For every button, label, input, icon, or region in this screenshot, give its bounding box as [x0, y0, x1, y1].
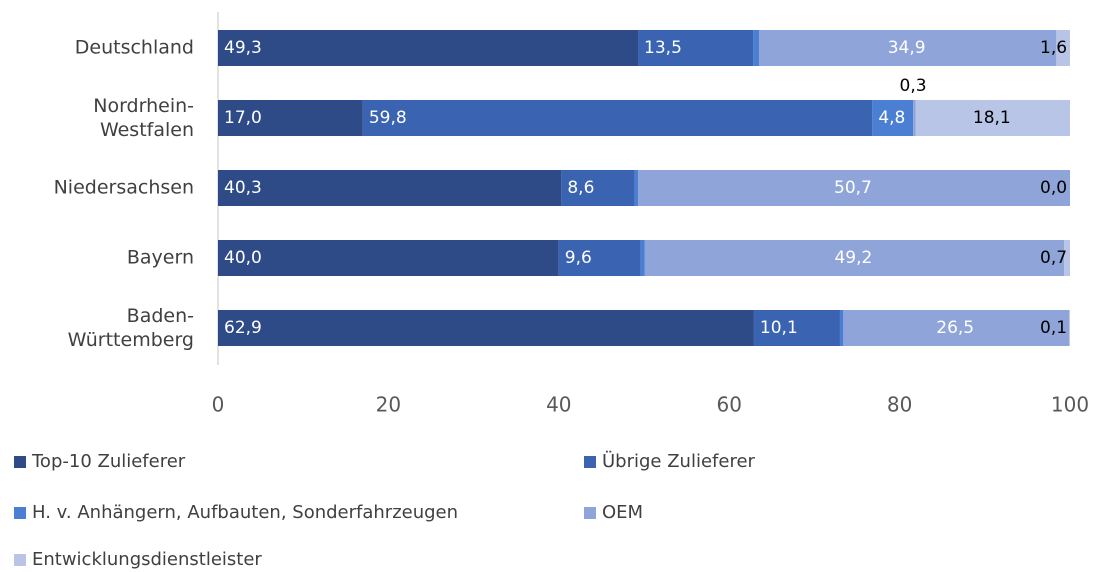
bar-segment: [913, 100, 916, 136]
bar-segment: [218, 170, 562, 206]
bar-segment: [839, 310, 844, 346]
bar-segment: [561, 170, 635, 206]
legend-label: H. v. Anhängern, Aufbauten, Sonderfahrze…: [32, 502, 458, 523]
legend-swatch: [14, 456, 26, 468]
bar-segment: [638, 170, 1070, 206]
bar-segment: [872, 100, 914, 136]
bar-segment: [638, 30, 754, 66]
value-label: 17,0: [224, 108, 262, 128]
value-label: 59,8: [369, 108, 407, 128]
bar-segment: [753, 30, 760, 66]
bar-segment: [759, 30, 1057, 66]
value-label: 49,3: [224, 38, 262, 58]
legend-swatch: [14, 507, 26, 519]
value-label: 8,6: [567, 178, 594, 198]
value-label: 40,3: [224, 178, 262, 198]
category-label: Bayern: [127, 247, 194, 269]
bar-segment: [1056, 30, 1070, 66]
legend-label: Top-10 Zulieferer: [31, 451, 186, 472]
value-label: 0,7: [1040, 248, 1067, 268]
bar-segment: [843, 310, 1070, 346]
bar-segment: [558, 240, 641, 276]
bar-segment: [1064, 240, 1070, 276]
bar-segment: [753, 310, 840, 346]
bar-segment: [1069, 310, 1070, 346]
bar-segment: [644, 240, 1065, 276]
category-label: Nordrhein-Westfalen: [93, 95, 194, 141]
value-label: 0,1: [1040, 318, 1067, 338]
value-label: 1,6: [1040, 38, 1067, 58]
x-tick-label: 40: [546, 393, 571, 417]
x-tick-label: 20: [376, 393, 401, 417]
bar-segment: [634, 170, 639, 206]
value-label: 49,2: [834, 248, 872, 268]
category-label: Niedersachsen: [54, 177, 194, 199]
bar-segment: [915, 100, 1070, 136]
x-tick-label: 100: [1051, 393, 1089, 417]
x-tick-label: 80: [887, 393, 912, 417]
value-label: 0,3: [900, 76, 927, 96]
legend-label: Entwicklungsdienstleister: [32, 549, 262, 570]
value-label: 10,1: [760, 318, 798, 338]
legend-swatch: [14, 554, 26, 566]
legend-swatch: [584, 507, 596, 519]
bar-segment: [218, 30, 639, 66]
legend-swatch: [584, 456, 596, 468]
legend-label: Übrige Zulieferer: [602, 450, 756, 472]
x-tick-label: 60: [716, 393, 741, 417]
category-label: Baden-Württemberg: [68, 305, 194, 351]
value-label: 4,8: [878, 108, 905, 128]
bar-segment: [218, 100, 363, 136]
value-label: 18,1: [973, 108, 1011, 128]
value-label: 13,5: [644, 38, 682, 58]
bar-segment: [218, 310, 754, 346]
value-label: 62,9: [224, 318, 262, 338]
value-label: 50,7: [834, 178, 872, 198]
value-label: 0,0: [1040, 178, 1067, 198]
category-label: Deutschland: [75, 37, 194, 59]
value-label: 40,0: [224, 248, 262, 268]
bar-segment: [362, 100, 873, 136]
value-label: 9,6: [565, 248, 592, 268]
legend-label: OEM: [602, 502, 643, 523]
bar-segment: [640, 240, 645, 276]
bar-segment: [218, 240, 559, 276]
value-label: 34,9: [888, 38, 926, 58]
value-label: 26,5: [936, 318, 974, 338]
x-tick-label: 0: [212, 393, 225, 417]
